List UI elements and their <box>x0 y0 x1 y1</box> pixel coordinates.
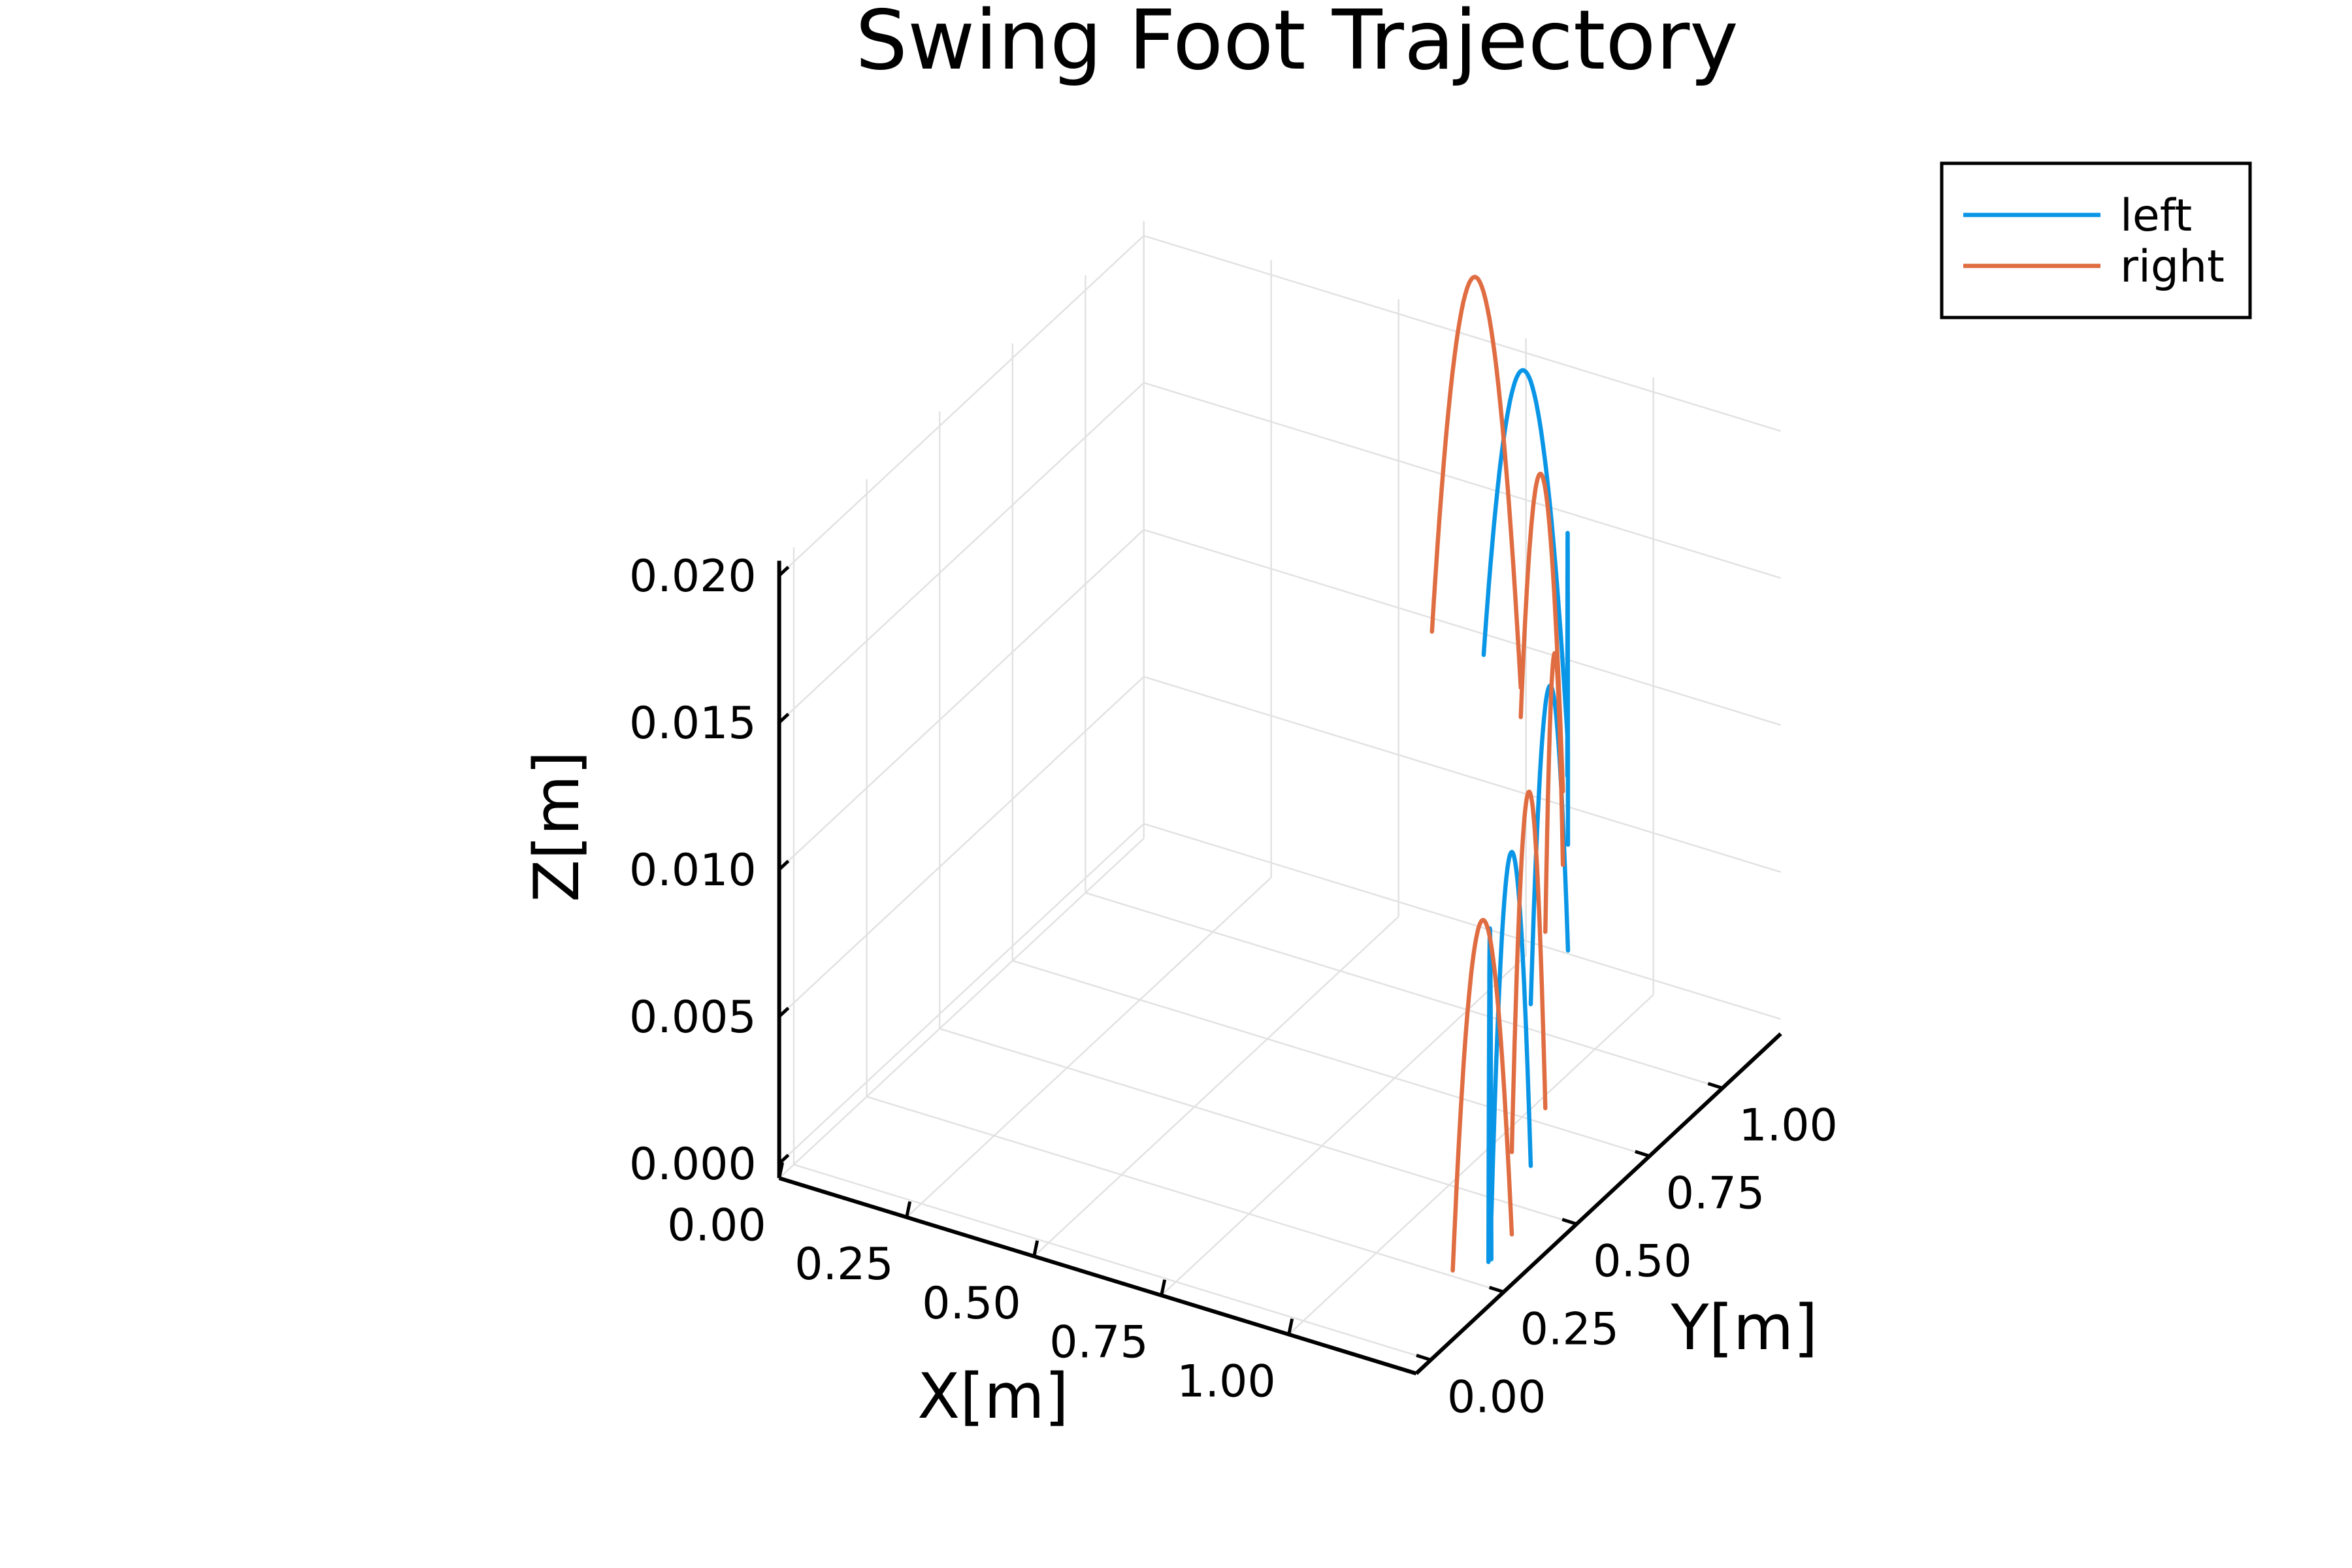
grid-floor-x-3 <box>1160 955 1527 1296</box>
y-tick-label-4: 1.00 <box>1739 1100 1837 1152</box>
y-tick-label-2: 0.50 <box>1593 1236 1691 1288</box>
series-right-step-1 <box>1429 274 1523 690</box>
grid-wall-back-z-1 <box>1143 676 1782 873</box>
x-tick-3 <box>1160 1279 1167 1296</box>
grid-wall-back-z-4 <box>1143 235 1782 432</box>
series-right-step-3 <box>1543 651 1565 934</box>
grid-wall-left-z-2 <box>778 529 1145 870</box>
z-tick-label-1: 0.005 <box>629 992 757 1043</box>
x-tick-2 <box>1032 1240 1039 1257</box>
legend-label-left: left <box>2120 190 2192 242</box>
series-left-step-5 <box>1486 926 1494 1264</box>
x-tick-4 <box>1287 1318 1294 1335</box>
grid-floor-x-1 <box>906 877 1272 1218</box>
grid-floor-x-2 <box>1033 915 1399 1257</box>
z-tick-2 <box>777 859 790 871</box>
grid-floor-y-3 <box>1012 960 1650 1157</box>
z-tick-3 <box>777 712 790 724</box>
y-tick-label-1: 0.25 <box>1520 1304 1619 1356</box>
y-tick-3 <box>1635 1150 1650 1158</box>
legend: left right <box>1940 161 2252 319</box>
x-tick-0 <box>777 1162 785 1179</box>
x-tick-label-3: 0.75 <box>1049 1317 1148 1369</box>
legend-box <box>1940 161 2252 319</box>
z-tick-0 <box>777 1153 790 1165</box>
grid-floor-x-0 <box>778 838 1145 1179</box>
y-axis-label: Y[m] <box>1671 1292 1818 1364</box>
grid-floor-x-4 <box>1288 994 1654 1335</box>
y-axis-line <box>1414 1032 1782 1375</box>
x-axis-line <box>778 1176 1417 1376</box>
z-tick-label-3: 0.015 <box>629 698 757 749</box>
grid-floor-y-2 <box>939 1028 1577 1225</box>
x-tick-label-4: 1.00 <box>1177 1356 1275 1408</box>
grid-wall-left-z-0 <box>778 823 1145 1164</box>
grid-wall-left-z-4 <box>778 235 1145 576</box>
grid-wall-left-z-3 <box>778 382 1145 723</box>
series-left-step-1 <box>1481 368 1570 737</box>
y-tick-0 <box>1416 1354 1431 1362</box>
y-tick-1 <box>1488 1286 1505 1294</box>
grid-floor-y-1 <box>866 1096 1504 1293</box>
series-right-step-2 <box>1518 471 1565 794</box>
series-right-step-4 <box>1509 789 1548 1154</box>
series-left-step-4 <box>1489 849 1533 1218</box>
y-tick-2 <box>1561 1218 1577 1226</box>
z-tick-1 <box>777 1006 790 1018</box>
grid-wall-back-z-2 <box>1143 529 1782 726</box>
z-tick-label-2: 0.010 <box>629 845 757 896</box>
series-left-step-2 <box>1565 531 1571 847</box>
z-tick-label-0: 0.000 <box>629 1139 757 1190</box>
grid-wall-back-z-3 <box>1143 382 1782 579</box>
series-layer <box>1429 274 1571 1273</box>
grid-wall-back-z-0 <box>1143 823 1782 1020</box>
grid-floor-y-0 <box>793 1164 1431 1361</box>
y-tick-4 <box>1707 1082 1723 1090</box>
y-tick-label-3: 0.75 <box>1666 1168 1765 1220</box>
x-tick-label-1: 0.25 <box>794 1239 893 1290</box>
grid-wall-left-z-1 <box>778 676 1145 1017</box>
chart-title: Swing Foot Trajectory <box>855 0 1739 88</box>
axes: 0.00 0.25 0.50 0.75 1.00 0.00 0.25 0.50 0.75 1.00… <box>629 551 1838 1424</box>
series-right-step-5 <box>1450 917 1514 1273</box>
x-tick-1 <box>905 1201 912 1218</box>
grid-floor-y-4 <box>1085 892 1723 1089</box>
x-axis-label: X[m] <box>917 1361 1069 1433</box>
grid-lines <box>778 221 1782 1361</box>
legend-label-right: right <box>2120 241 2225 293</box>
z-tick-4 <box>777 565 790 577</box>
z-axis-label: Z[m] <box>521 751 593 902</box>
x-tick-label-2: 0.50 <box>922 1278 1021 1330</box>
y-tick-label-0: 0.00 <box>1447 1372 1546 1424</box>
z-tick-label-4: 0.020 <box>629 551 757 602</box>
x-tick-label-0: 0.00 <box>667 1200 766 1251</box>
